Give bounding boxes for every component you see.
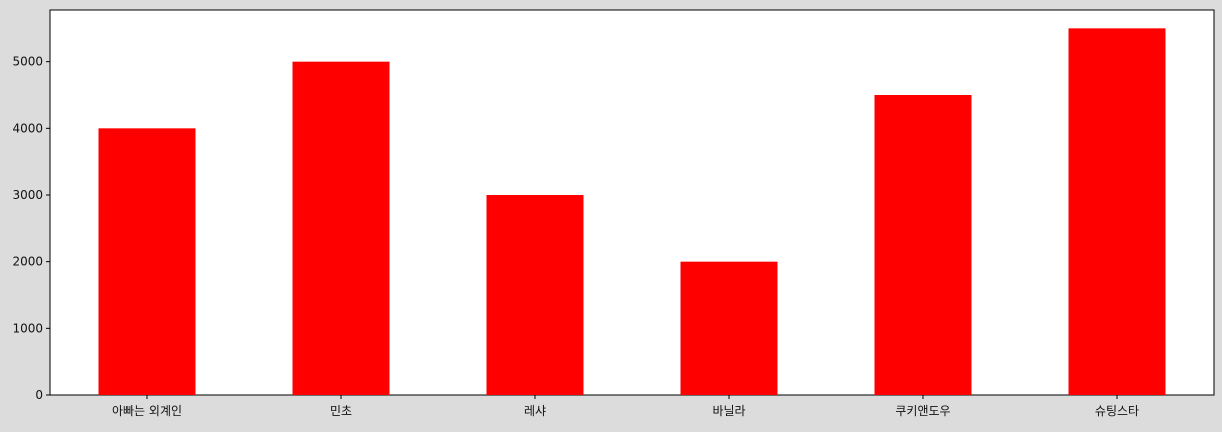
bar-2 — [486, 195, 584, 395]
bar-5 — [1068, 28, 1166, 395]
bar-1 — [292, 61, 390, 396]
bar-0 — [98, 128, 196, 396]
x-tick-label: 슈팅스타 — [1095, 404, 1139, 418]
x-axis: 아빠는 외계인 민초 레샤 바닐라 쿠키앤도우 슈팅스타 — [112, 395, 1139, 418]
y-tick-label: 1000 — [12, 321, 43, 335]
y-tick-label: 2000 — [12, 255, 43, 269]
y-tick-label: 4000 — [12, 121, 43, 135]
y-tick-label: 3000 — [12, 188, 43, 202]
y-tick-label: 0 — [35, 388, 43, 402]
y-tick-label: 5000 — [12, 55, 43, 69]
plot-area — [49, 9, 1215, 396]
x-tick-label: 레샤 — [524, 404, 546, 418]
x-tick-label: 쿠키앤도우 — [895, 404, 950, 418]
bar-4 — [874, 95, 972, 395]
y-axis: 0 1000 2000 3000 4000 5000 — [12, 55, 50, 402]
x-tick-label: 민초 — [330, 404, 352, 418]
bar-3 — [680, 261, 778, 395]
bars-layer — [98, 28, 1166, 396]
x-tick-label: 바닐라 — [712, 404, 745, 418]
x-tick-label: 아빠는 외계인 — [112, 404, 182, 418]
